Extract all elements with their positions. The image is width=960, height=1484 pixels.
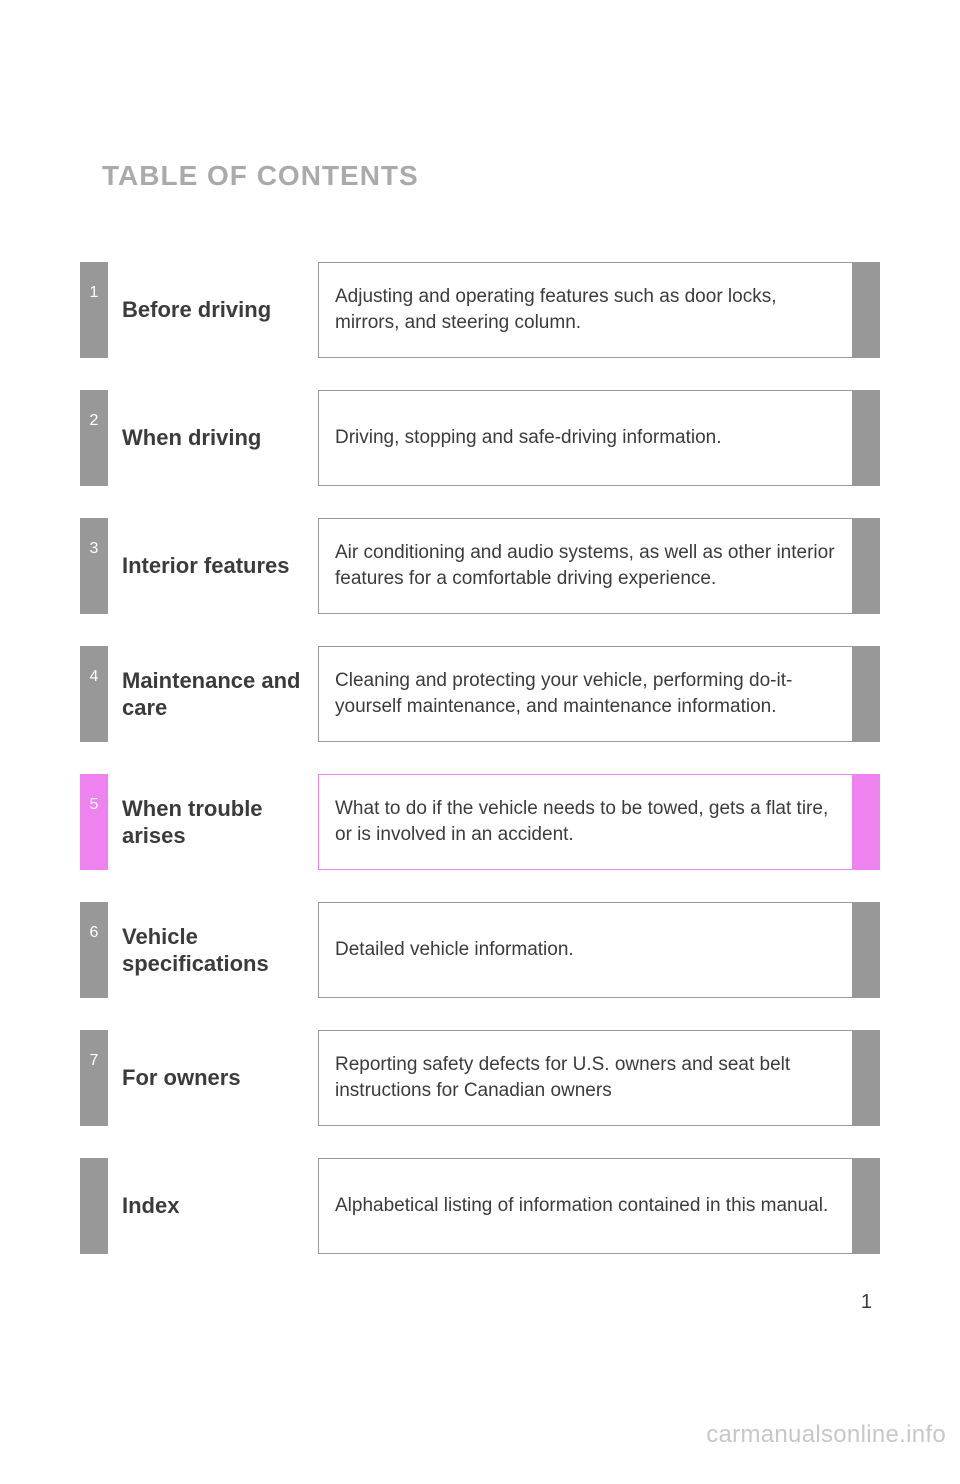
section-number-tab: 2 xyxy=(80,390,108,486)
section-title: Interior features xyxy=(108,518,318,614)
section-right-tab xyxy=(852,774,880,870)
section-description: What to do if the vehicle needs to be to… xyxy=(318,774,853,870)
page: TABLE OF CONTENTS 1 Before driving Adjus… xyxy=(0,0,960,1484)
section-right-tab xyxy=(852,262,880,358)
section-number-tab: 7 xyxy=(80,1030,108,1126)
toc-row: Index Alphabetical listing of informatio… xyxy=(80,1158,880,1254)
section-title: When trouble arises xyxy=(108,774,318,870)
toc-row: 2 When driving Driving, stopping and saf… xyxy=(80,390,880,486)
toc-list: 1 Before driving Adjusting and operating… xyxy=(80,262,880,1254)
section-right-tab xyxy=(852,902,880,998)
section-title: For owners xyxy=(108,1030,318,1126)
toc-row: 4 Maintenance and care Cleaning and prot… xyxy=(80,646,880,742)
toc-row: 6 Vehicle specifications Detailed vehicl… xyxy=(80,902,880,998)
section-title: Before driving xyxy=(108,262,318,358)
section-number-tab: 4 xyxy=(80,646,108,742)
section-description: Alphabetical listing of information cont… xyxy=(318,1158,853,1254)
section-number-tab: 5 xyxy=(80,774,108,870)
toc-heading: TABLE OF CONTENTS xyxy=(102,160,880,192)
section-title: Vehicle specifications xyxy=(108,902,318,998)
section-number-tab: 6 xyxy=(80,902,108,998)
toc-row: 1 Before driving Adjusting and operating… xyxy=(80,262,880,358)
section-number-tab: 1 xyxy=(80,262,108,358)
section-right-tab xyxy=(852,646,880,742)
toc-row: 3 Interior features Air conditioning and… xyxy=(80,518,880,614)
page-number: 1 xyxy=(861,1291,872,1314)
section-title: Index xyxy=(108,1158,318,1254)
section-number-tab: 3 xyxy=(80,518,108,614)
section-right-tab xyxy=(852,390,880,486)
toc-row: 5 When trouble arises What to do if the … xyxy=(80,774,880,870)
section-description: Detailed vehicle information. xyxy=(318,902,853,998)
section-title: Maintenance and care xyxy=(108,646,318,742)
section-title: When driving xyxy=(108,390,318,486)
section-description: Reporting safety defects for U.S. owners… xyxy=(318,1030,853,1126)
section-description: Cleaning and protecting your vehicle, pe… xyxy=(318,646,853,742)
section-description: Driving, stopping and safe-driving infor… xyxy=(318,390,853,486)
toc-row: 7 For owners Reporting safety defects fo… xyxy=(80,1030,880,1126)
section-description: Air conditioning and audio systems, as w… xyxy=(318,518,853,614)
section-description: Adjusting and operating features such as… xyxy=(318,262,853,358)
section-right-tab xyxy=(852,1158,880,1254)
watermark-text: carmanualsonline.info xyxy=(706,1421,946,1449)
section-right-tab xyxy=(852,518,880,614)
section-number-tab xyxy=(80,1158,108,1254)
section-right-tab xyxy=(852,1030,880,1126)
